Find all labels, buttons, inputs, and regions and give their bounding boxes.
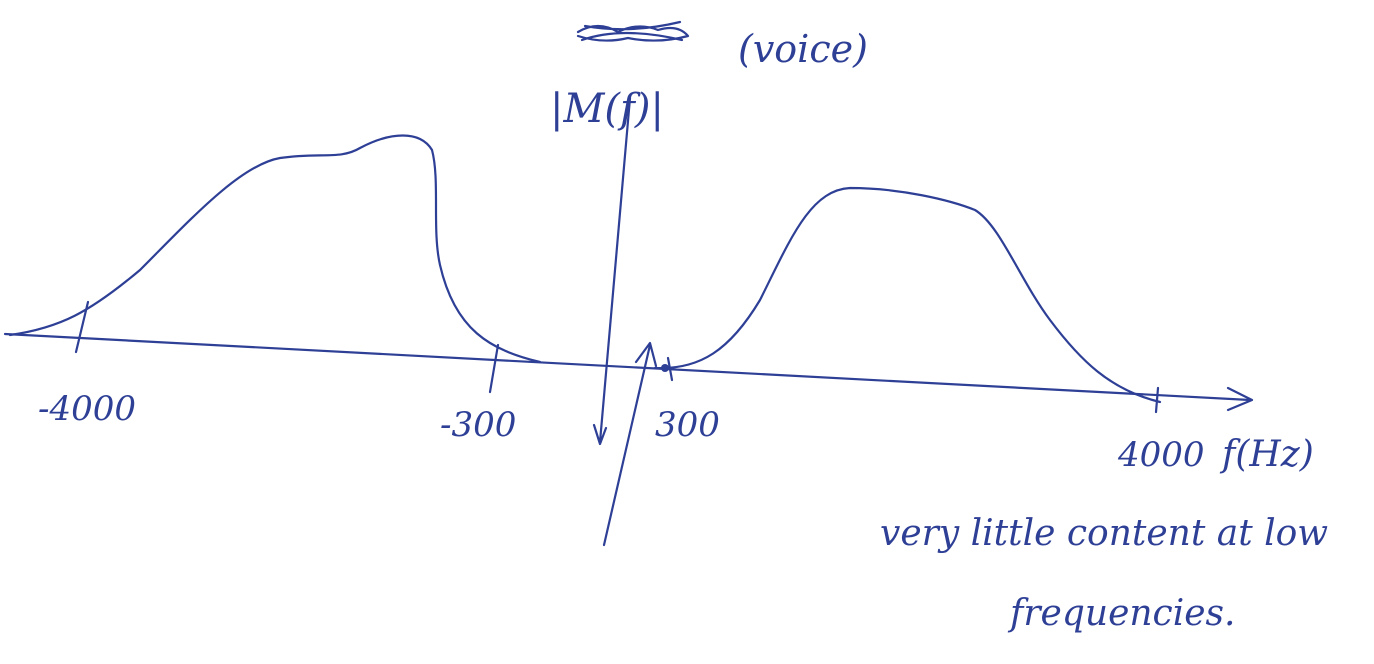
tick-label: -4000 bbox=[38, 389, 136, 429]
x-axis-label: f(Hz) bbox=[1219, 434, 1314, 475]
sketch: |M(f)| (voice) -4000 -300 300 4000 f(Hz)… bbox=[0, 0, 1374, 664]
note: frequencies. bbox=[1007, 593, 1235, 634]
point bbox=[661, 364, 669, 372]
note: very little content at low bbox=[880, 513, 1328, 554]
annotation: (voice) bbox=[738, 27, 868, 71]
tick-label: 300 bbox=[655, 405, 720, 445]
y-axis-label: |M(f)| bbox=[550, 86, 664, 132]
tick-label: -300 bbox=[440, 405, 516, 445]
tick-label: 4000 bbox=[1117, 435, 1205, 475]
paper bbox=[0, 0, 1374, 664]
